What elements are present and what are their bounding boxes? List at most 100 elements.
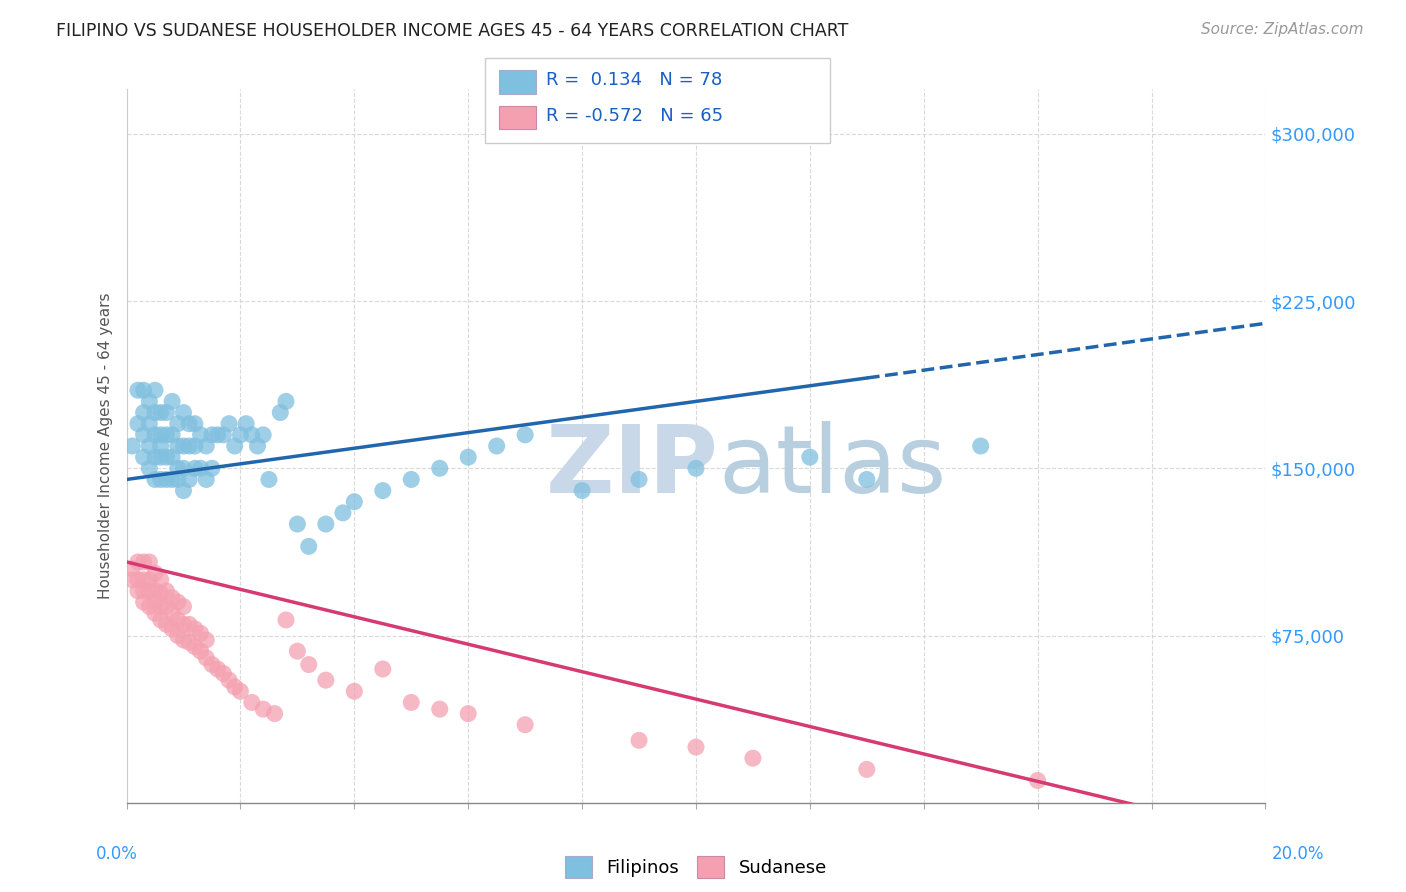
Point	[252, 427, 274, 442]
Point	[195, 472, 218, 486]
Point	[132, 595, 155, 609]
Point	[970, 439, 993, 453]
Point	[172, 439, 194, 453]
Point	[855, 762, 877, 776]
Point	[132, 573, 155, 587]
Point	[143, 583, 166, 598]
Point	[287, 516, 309, 531]
Point	[429, 702, 451, 716]
Point	[685, 461, 707, 475]
Point	[315, 673, 337, 687]
Point	[229, 684, 252, 698]
Point	[149, 405, 172, 419]
Point	[685, 740, 707, 755]
Text: Source: ZipAtlas.com: Source: ZipAtlas.com	[1201, 22, 1364, 37]
Point	[138, 583, 160, 598]
Text: R =  0.134   N = 78: R = 0.134 N = 78	[546, 71, 721, 89]
Point	[298, 539, 321, 553]
Point	[218, 673, 240, 687]
Point	[138, 573, 160, 587]
Point	[184, 439, 207, 453]
Text: ZIP: ZIP	[546, 421, 718, 514]
Point	[224, 680, 246, 694]
Point	[121, 439, 143, 453]
Point	[138, 461, 160, 475]
Point	[149, 450, 172, 464]
Point	[149, 439, 172, 453]
Point	[127, 555, 149, 569]
Point	[343, 684, 366, 698]
Point	[166, 613, 188, 627]
Point	[179, 417, 201, 431]
Point	[195, 633, 218, 648]
Point	[799, 450, 821, 464]
Point	[172, 599, 194, 614]
Text: FILIPINO VS SUDANESE HOUSEHOLDER INCOME AGES 45 - 64 YEARS CORRELATION CHART: FILIPINO VS SUDANESE HOUSEHOLDER INCOME …	[56, 22, 849, 40]
Point	[429, 461, 451, 475]
Point	[332, 506, 354, 520]
Point	[201, 461, 224, 475]
Point	[143, 405, 166, 419]
Point	[160, 472, 183, 486]
Point	[143, 607, 166, 621]
Text: 20.0%: 20.0%	[1272, 845, 1324, 863]
Point	[155, 583, 177, 598]
Point	[195, 651, 218, 665]
Point	[184, 417, 207, 431]
Point	[166, 417, 188, 431]
Point	[246, 439, 269, 453]
Point	[160, 450, 183, 464]
Point	[132, 383, 155, 397]
Point	[457, 450, 479, 464]
Point	[127, 573, 149, 587]
Point	[155, 450, 177, 464]
Point	[166, 461, 188, 475]
Point	[401, 472, 423, 486]
Point	[143, 450, 166, 464]
Point	[628, 733, 651, 747]
Point	[149, 573, 172, 587]
Point	[485, 439, 508, 453]
Point	[160, 591, 183, 605]
Point	[172, 461, 194, 475]
Point	[274, 394, 297, 409]
Point	[132, 405, 155, 419]
Point	[179, 472, 201, 486]
Point	[127, 583, 149, 598]
Point	[179, 617, 201, 632]
Point	[371, 662, 394, 676]
Point	[401, 696, 423, 710]
Point	[257, 472, 280, 486]
Point	[343, 494, 366, 508]
Point	[457, 706, 479, 721]
Point	[212, 427, 235, 442]
Point	[149, 599, 172, 614]
Point	[143, 595, 166, 609]
Text: 0.0%: 0.0%	[96, 845, 138, 863]
Point	[190, 626, 212, 640]
Point	[298, 657, 321, 672]
Point	[207, 427, 229, 442]
Point	[371, 483, 394, 498]
Point	[143, 566, 166, 580]
Point	[149, 472, 172, 486]
Point	[240, 427, 263, 442]
Point	[515, 427, 537, 442]
Point	[190, 427, 212, 442]
Point	[143, 383, 166, 397]
Point	[149, 613, 172, 627]
Point	[252, 702, 274, 716]
Point	[201, 427, 224, 442]
Y-axis label: Householder Income Ages 45 - 64 years: Householder Income Ages 45 - 64 years	[98, 293, 114, 599]
Point	[190, 461, 212, 475]
Point	[166, 628, 188, 642]
Text: atlas: atlas	[718, 421, 948, 514]
Legend: Filipinos, Sudanese: Filipinos, Sudanese	[558, 848, 834, 885]
Point	[160, 394, 183, 409]
Point	[315, 516, 337, 531]
Point	[138, 439, 160, 453]
Point	[184, 461, 207, 475]
Point	[138, 417, 160, 431]
Point	[224, 439, 246, 453]
Point	[138, 394, 160, 409]
